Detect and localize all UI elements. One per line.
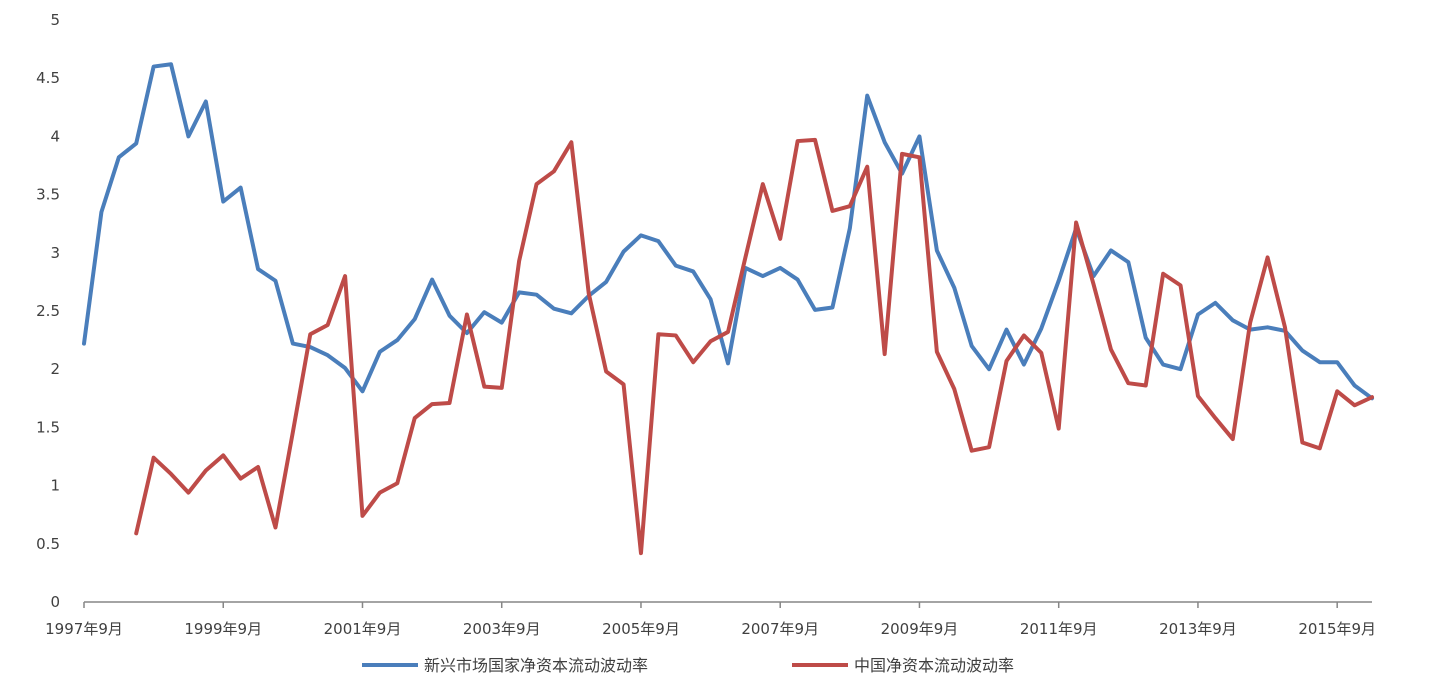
y-tick-label: 1.5 xyxy=(36,418,60,436)
y-axis-tick-labels: 0 0.5 1 1.5 2 2.5 3 3.5 4 4.5 5 xyxy=(36,11,60,611)
y-tick-label: 4.5 xyxy=(36,69,60,87)
y-tick-label: 2 xyxy=(50,360,60,378)
legend-item-emerging: 新兴市场国家净资本流动波动率 xyxy=(362,656,648,675)
x-tick-label: 2003年9月 xyxy=(463,620,541,638)
y-tick-label: 3 xyxy=(50,244,60,262)
x-tick-label: 2005年9月 xyxy=(602,620,680,638)
y-tick-label: 0.5 xyxy=(36,535,60,553)
x-tick-label: 2013年9月 xyxy=(1159,620,1237,638)
legend-label-emerging: 新兴市场国家净资本流动波动率 xyxy=(424,656,648,675)
y-tick-label: 1 xyxy=(50,477,60,495)
y-tick-label: 4 xyxy=(50,127,60,145)
x-tick-label: 2011年9月 xyxy=(1020,620,1098,638)
x-tick-label: 2007年9月 xyxy=(741,620,819,638)
x-tick-label: 2001年9月 xyxy=(324,620,402,638)
legend: 新兴市场国家净资本流动波动率 中国净资本流动波动率 xyxy=(362,656,1014,675)
legend-label-china: 中国净资本流动波动率 xyxy=(854,656,1014,675)
series-line-emerging-markets xyxy=(82,62,1374,401)
series-lines xyxy=(82,62,1374,556)
x-tick-label: 1997年9月 xyxy=(45,620,123,638)
y-tick-label: 5 xyxy=(50,11,60,29)
x-tick-label: 1999年9月 xyxy=(184,620,262,638)
y-tick-label: 0 xyxy=(50,593,60,611)
x-tick-label: 2015年9月 xyxy=(1298,620,1376,638)
y-tick-label: 3.5 xyxy=(36,186,60,204)
y-tick-label: 2.5 xyxy=(36,302,60,320)
series-line-china xyxy=(134,137,1374,556)
legend-item-china: 中国净资本流动波动率 xyxy=(792,656,1014,675)
x-axis-ticks: 1997年9月 1999年9月 2001年9月 2003年9月 2005年9月 2007年… xyxy=(45,602,1376,638)
x-tick-label: 2009年9月 xyxy=(881,620,959,638)
